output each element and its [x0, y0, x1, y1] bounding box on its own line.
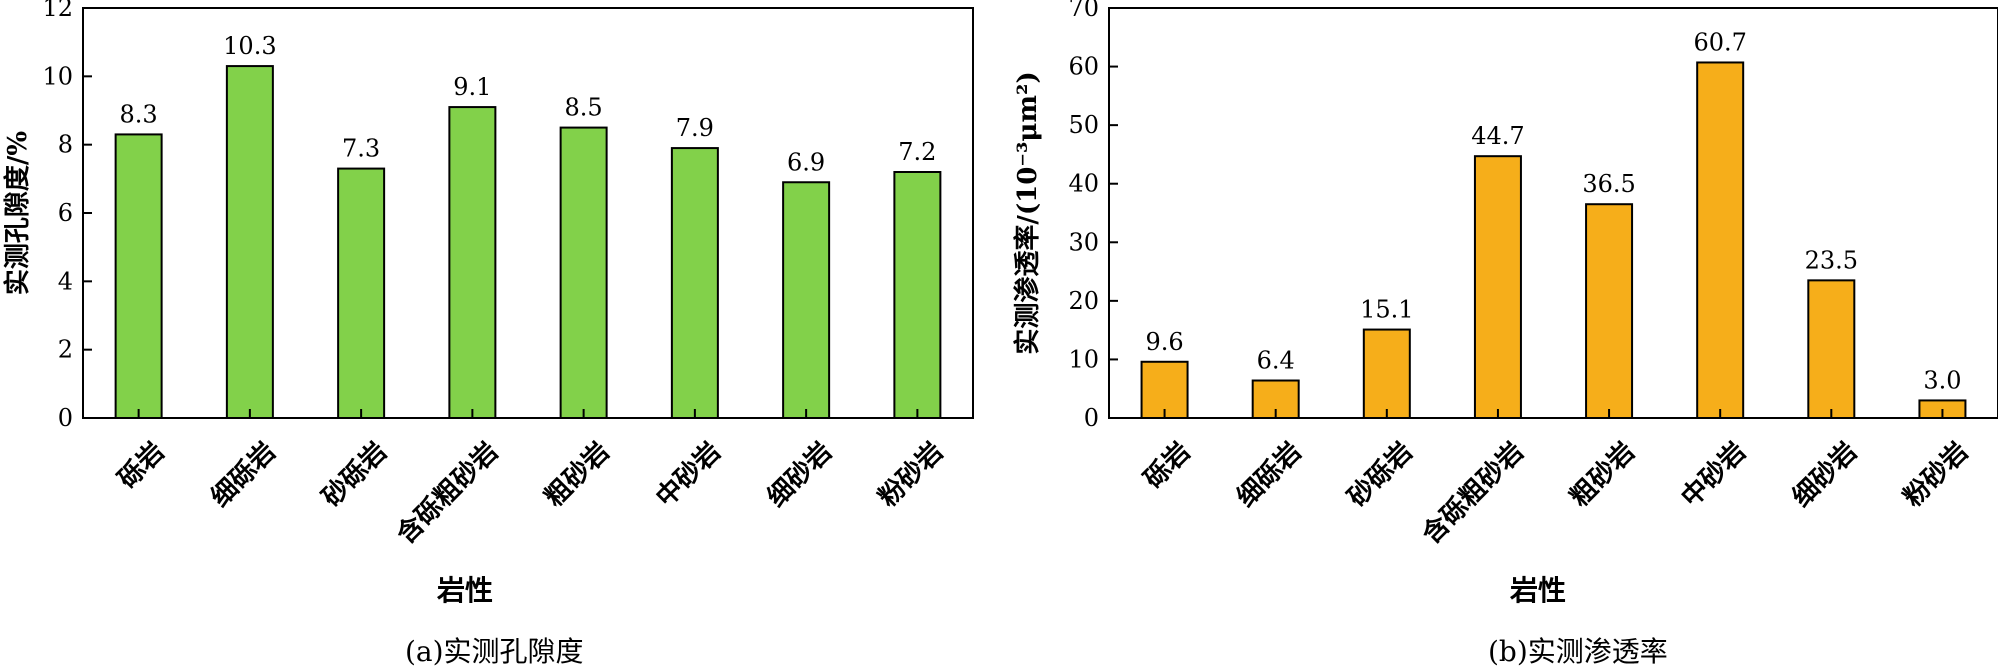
data-label: 60.7	[1693, 28, 1746, 56]
x-tick-label: 细砂岩	[1786, 436, 1863, 513]
caption-porosity: (a)实测孔隙度	[405, 635, 584, 668]
data-label: 7.3	[342, 135, 380, 163]
x-tick-label: 砾岩	[113, 437, 171, 495]
data-label: 7.2	[898, 138, 936, 166]
bar	[1140, 360, 1189, 419]
x-tick-label: 粗砂岩	[1565, 437, 1641, 513]
data-label: 8.5	[565, 94, 603, 122]
x-tick-label: 含砾粗砂岩	[390, 436, 504, 550]
x-tick-label: 砂砾岩	[317, 437, 393, 513]
data-label: 10.3	[223, 32, 276, 60]
data-label: 9.6	[1145, 328, 1183, 356]
y-tick-label: 10	[1068, 345, 1099, 373]
y-tick-label: 0	[58, 404, 73, 432]
x-tick-label: 中砂岩	[1676, 437, 1752, 513]
porosity-chart: 0 2 4 6 8 10 12 8.3 砾岩 10.3 细砾岩 7.3 砂砾岩 9.1 含砾粗砂岩 8.5 粗砂…	[2, 0, 974, 607]
x-axis-label: 岩性	[436, 574, 493, 607]
x-tick-label: 细砂岩	[761, 436, 838, 513]
bar	[782, 181, 831, 419]
x-tick-label: 砾岩	[1139, 437, 1197, 495]
y-tick-label: 8	[58, 131, 73, 159]
bar	[670, 147, 719, 419]
x-tick-label: 含砾粗砂岩	[1416, 436, 1530, 550]
x-tick-label: 细砾岩	[1231, 436, 1308, 513]
bar	[1807, 279, 1856, 419]
y-tick-label: 4	[58, 267, 73, 295]
bar	[559, 126, 608, 419]
y-tick-label: 20	[1068, 287, 1099, 315]
data-label: 3.0	[1923, 366, 1961, 394]
data-label: 7.9	[676, 114, 714, 142]
x-tick-label: 砂砾岩	[1342, 437, 1418, 513]
x-tick-label: 粗砂岩	[539, 437, 615, 513]
bar	[448, 106, 497, 419]
x-tick-label: 粉砂岩	[873, 437, 949, 513]
x-tick-label: 中砂岩	[650, 437, 726, 513]
y-axis-label: 实测渗透率/(10⁻³μm²)	[1012, 71, 1043, 354]
x-tick-label: 粉砂岩	[1898, 437, 1974, 513]
data-label: 6.4	[1257, 347, 1295, 375]
data-label: 23.5	[1805, 246, 1858, 274]
bar	[1585, 203, 1634, 419]
bar	[1473, 155, 1522, 420]
y-tick-label: 30	[1068, 228, 1099, 256]
data-label: 9.1	[453, 73, 491, 101]
permeability-chart: 0 10 20 30 40 50 60 70 9.6 砾岩 6.4 细砾岩 15.1 砂砾岩 44.7 含砾粗…	[1012, 0, 1998, 607]
y-tick-label: 40	[1068, 170, 1099, 198]
caption-permeability: (b)实测渗透率	[1488, 635, 1668, 668]
y-tick-label: 12	[42, 0, 73, 22]
y-axis-label: 实测孔隙度/%	[2, 131, 33, 295]
plot-frame	[82, 7, 974, 419]
data-label: 36.5	[1582, 170, 1635, 198]
y-tick-label: 2	[58, 336, 73, 364]
data-label: 6.9	[787, 148, 825, 176]
x-axis-label: 岩性	[1509, 574, 1566, 607]
data-label: 8.3	[120, 100, 158, 128]
y-tick-label: 70	[1068, 0, 1099, 22]
y-tick-label: 60	[1068, 53, 1099, 81]
y-tick-label: 0	[1084, 404, 1099, 432]
bar	[225, 65, 274, 419]
data-label: 44.7	[1471, 122, 1524, 150]
bar	[1362, 328, 1411, 419]
bar	[337, 167, 386, 419]
y-tick-label: 10	[42, 62, 73, 90]
plot-frame	[1108, 7, 1998, 419]
x-tick-label: 细砾岩	[205, 436, 282, 513]
bar	[893, 171, 942, 419]
bar	[1696, 61, 1745, 419]
y-tick-label: 6	[58, 199, 73, 227]
bar	[114, 133, 163, 420]
data-label: 15.1	[1360, 296, 1413, 324]
y-tick-label: 50	[1068, 111, 1099, 139]
